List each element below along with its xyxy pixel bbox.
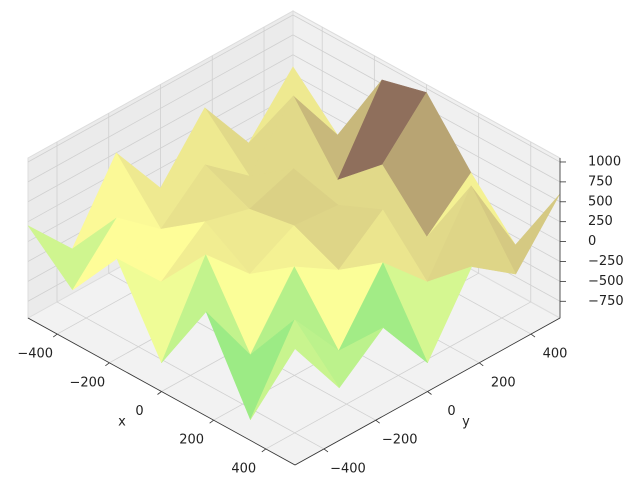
x-tick [209,419,214,424]
y-tick [427,391,432,395]
grid-line [56,301,325,450]
y-axis-line [294,317,561,466]
grid-line [27,94,294,242]
z-tick-label: 250 [588,214,613,229]
grid-line [292,14,561,163]
z-tick-label: −250 [588,254,624,269]
surface [27,66,561,421]
z-tick-label: 0 [588,234,596,249]
z-tick-label: −500 [588,274,624,289]
y-tick [323,448,329,453]
y-tick [530,333,536,338]
y-axis-label: y [462,415,470,430]
grid-line [27,74,294,223]
x-tick-label: −400 [17,347,53,362]
x-tick-label: −200 [69,375,105,390]
y-tick [375,419,380,424]
x-axis-line [27,317,296,466]
grid-line [27,14,294,163]
grid-line [27,34,294,183]
z-tick-label: 500 [588,194,613,209]
y-tick [479,362,484,367]
y-tick-label: 200 [491,375,516,390]
y-tick-label: 400 [543,347,568,362]
y-tick-label: −200 [382,433,418,448]
x-tick-label: 200 [179,433,204,448]
x-tick-label: 0 [135,404,143,419]
y-tick-label: −400 [330,461,366,476]
surface-patch [250,319,340,420]
z-tick-label: 750 [588,174,613,189]
x-axis-label: x [118,415,126,430]
x-tick [261,448,267,453]
z-tick-label: −750 [588,294,624,309]
y-tick-label: 0 [447,404,455,419]
axes: −400 −200 0 200 400 −400 −200 0 200 400 −750 −500 −2… [17,154,623,476]
grid-line [27,54,294,203]
x-tick [157,391,162,395]
x-tick [52,333,58,338]
x-tick-label: 400 [231,461,256,476]
z-tick-label: 1000 [588,154,621,169]
x-tick [105,362,110,367]
